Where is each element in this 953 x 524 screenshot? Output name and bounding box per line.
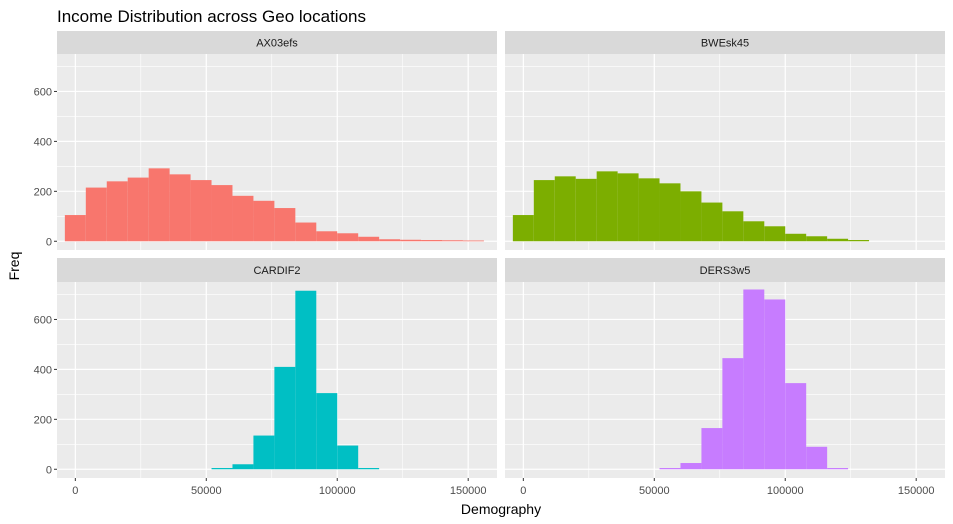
- histogram-bar: [127, 177, 149, 242]
- histogram-bar: [722, 358, 744, 470]
- histogram-bar: [190, 180, 212, 242]
- y-tick-label: 400: [34, 136, 52, 148]
- histogram-bar: [462, 240, 484, 242]
- y-tick-label: 200: [34, 186, 52, 198]
- histogram-bar: [617, 173, 639, 242]
- x-tick-label: 0: [520, 485, 526, 497]
- y-tick-label: 200: [34, 414, 52, 426]
- histogram-bar: [148, 168, 170, 242]
- x-tick-label: 150000: [450, 485, 487, 497]
- y-tick-label: 0: [46, 236, 52, 248]
- y-tick-label: 0: [46, 464, 52, 476]
- facet-strip: [505, 31, 945, 54]
- histogram-bar: [743, 289, 765, 470]
- facet-strip: [57, 258, 497, 282]
- histogram-bar: [400, 239, 422, 242]
- x-tick-label: 100000: [319, 485, 356, 497]
- x-tick-label: 50000: [639, 485, 670, 497]
- histogram-bar: [806, 446, 828, 470]
- histogram-bar: [785, 383, 807, 470]
- histogram-bar: [659, 183, 681, 242]
- facet-label: CARDIF2: [253, 265, 300, 277]
- x-tick-label: 0: [72, 485, 78, 497]
- histogram-bar: [827, 468, 849, 470]
- histogram-bar: [295, 222, 317, 242]
- x-axis-title: Demography: [461, 501, 541, 517]
- facet-strip: [57, 31, 497, 54]
- histogram-bar: [596, 171, 618, 242]
- facet-label: AX03efs: [256, 38, 298, 50]
- histogram-bar: [106, 181, 128, 242]
- facet-label: BWEsk45: [701, 38, 749, 50]
- histogram-bar: [337, 233, 359, 242]
- histogram-bar: [211, 468, 233, 470]
- histogram-bar: [442, 240, 463, 242]
- histogram-bar: [253, 435, 275, 470]
- histogram-bar: [232, 464, 254, 470]
- histogram-bar: [533, 180, 555, 242]
- histogram-bar: [512, 215, 534, 242]
- histogram-bar: [659, 468, 681, 470]
- histogram-bar: [379, 239, 401, 242]
- histogram-bar: [638, 178, 660, 242]
- histogram-bar: [85, 187, 107, 242]
- histogram-bar: [316, 231, 338, 242]
- y-tick-label: 400: [34, 364, 52, 376]
- histogram-bar: [421, 240, 442, 242]
- histogram-bar: [827, 238, 849, 242]
- y-tick-label: 600: [34, 86, 52, 98]
- x-tick-label: 150000: [898, 485, 935, 497]
- histogram-bar: [554, 176, 576, 242]
- facet-strip: [505, 258, 945, 282]
- histogram-bar: [680, 463, 702, 470]
- histogram-bar: [253, 200, 275, 242]
- histogram-bar: [358, 236, 380, 242]
- facet-label: DERS3w5: [700, 265, 751, 277]
- y-tick-label: 600: [34, 314, 52, 326]
- histogram-bar: [337, 445, 359, 470]
- histogram-bar: [680, 191, 702, 242]
- histogram-bar: [701, 428, 723, 470]
- histogram-bar: [232, 195, 254, 242]
- histogram-bar: [274, 366, 296, 470]
- histogram-bar: [64, 215, 86, 242]
- histogram-bar: [274, 208, 296, 242]
- histogram-bar: [806, 236, 828, 242]
- histogram-bar: [848, 240, 870, 242]
- histogram-bar: [358, 468, 380, 470]
- histogram-bar: [295, 290, 317, 470]
- chart-title: Income Distribution across Geo locations: [57, 7, 366, 26]
- histogram-bar: [743, 221, 765, 242]
- histogram-bar: [701, 202, 723, 242]
- x-tick-label: 100000: [767, 485, 804, 497]
- y-axis-title: Freq: [6, 252, 22, 281]
- histogram-bar: [764, 299, 786, 470]
- histogram-bar: [785, 233, 807, 242]
- x-tick-label: 50000: [191, 485, 222, 497]
- histogram-bar: [169, 174, 191, 242]
- histogram-bar: [575, 178, 597, 242]
- histogram-bar: [764, 226, 786, 242]
- histogram-bar: [211, 185, 233, 242]
- histogram-bar: [316, 393, 338, 470]
- histogram-bar: [722, 211, 744, 242]
